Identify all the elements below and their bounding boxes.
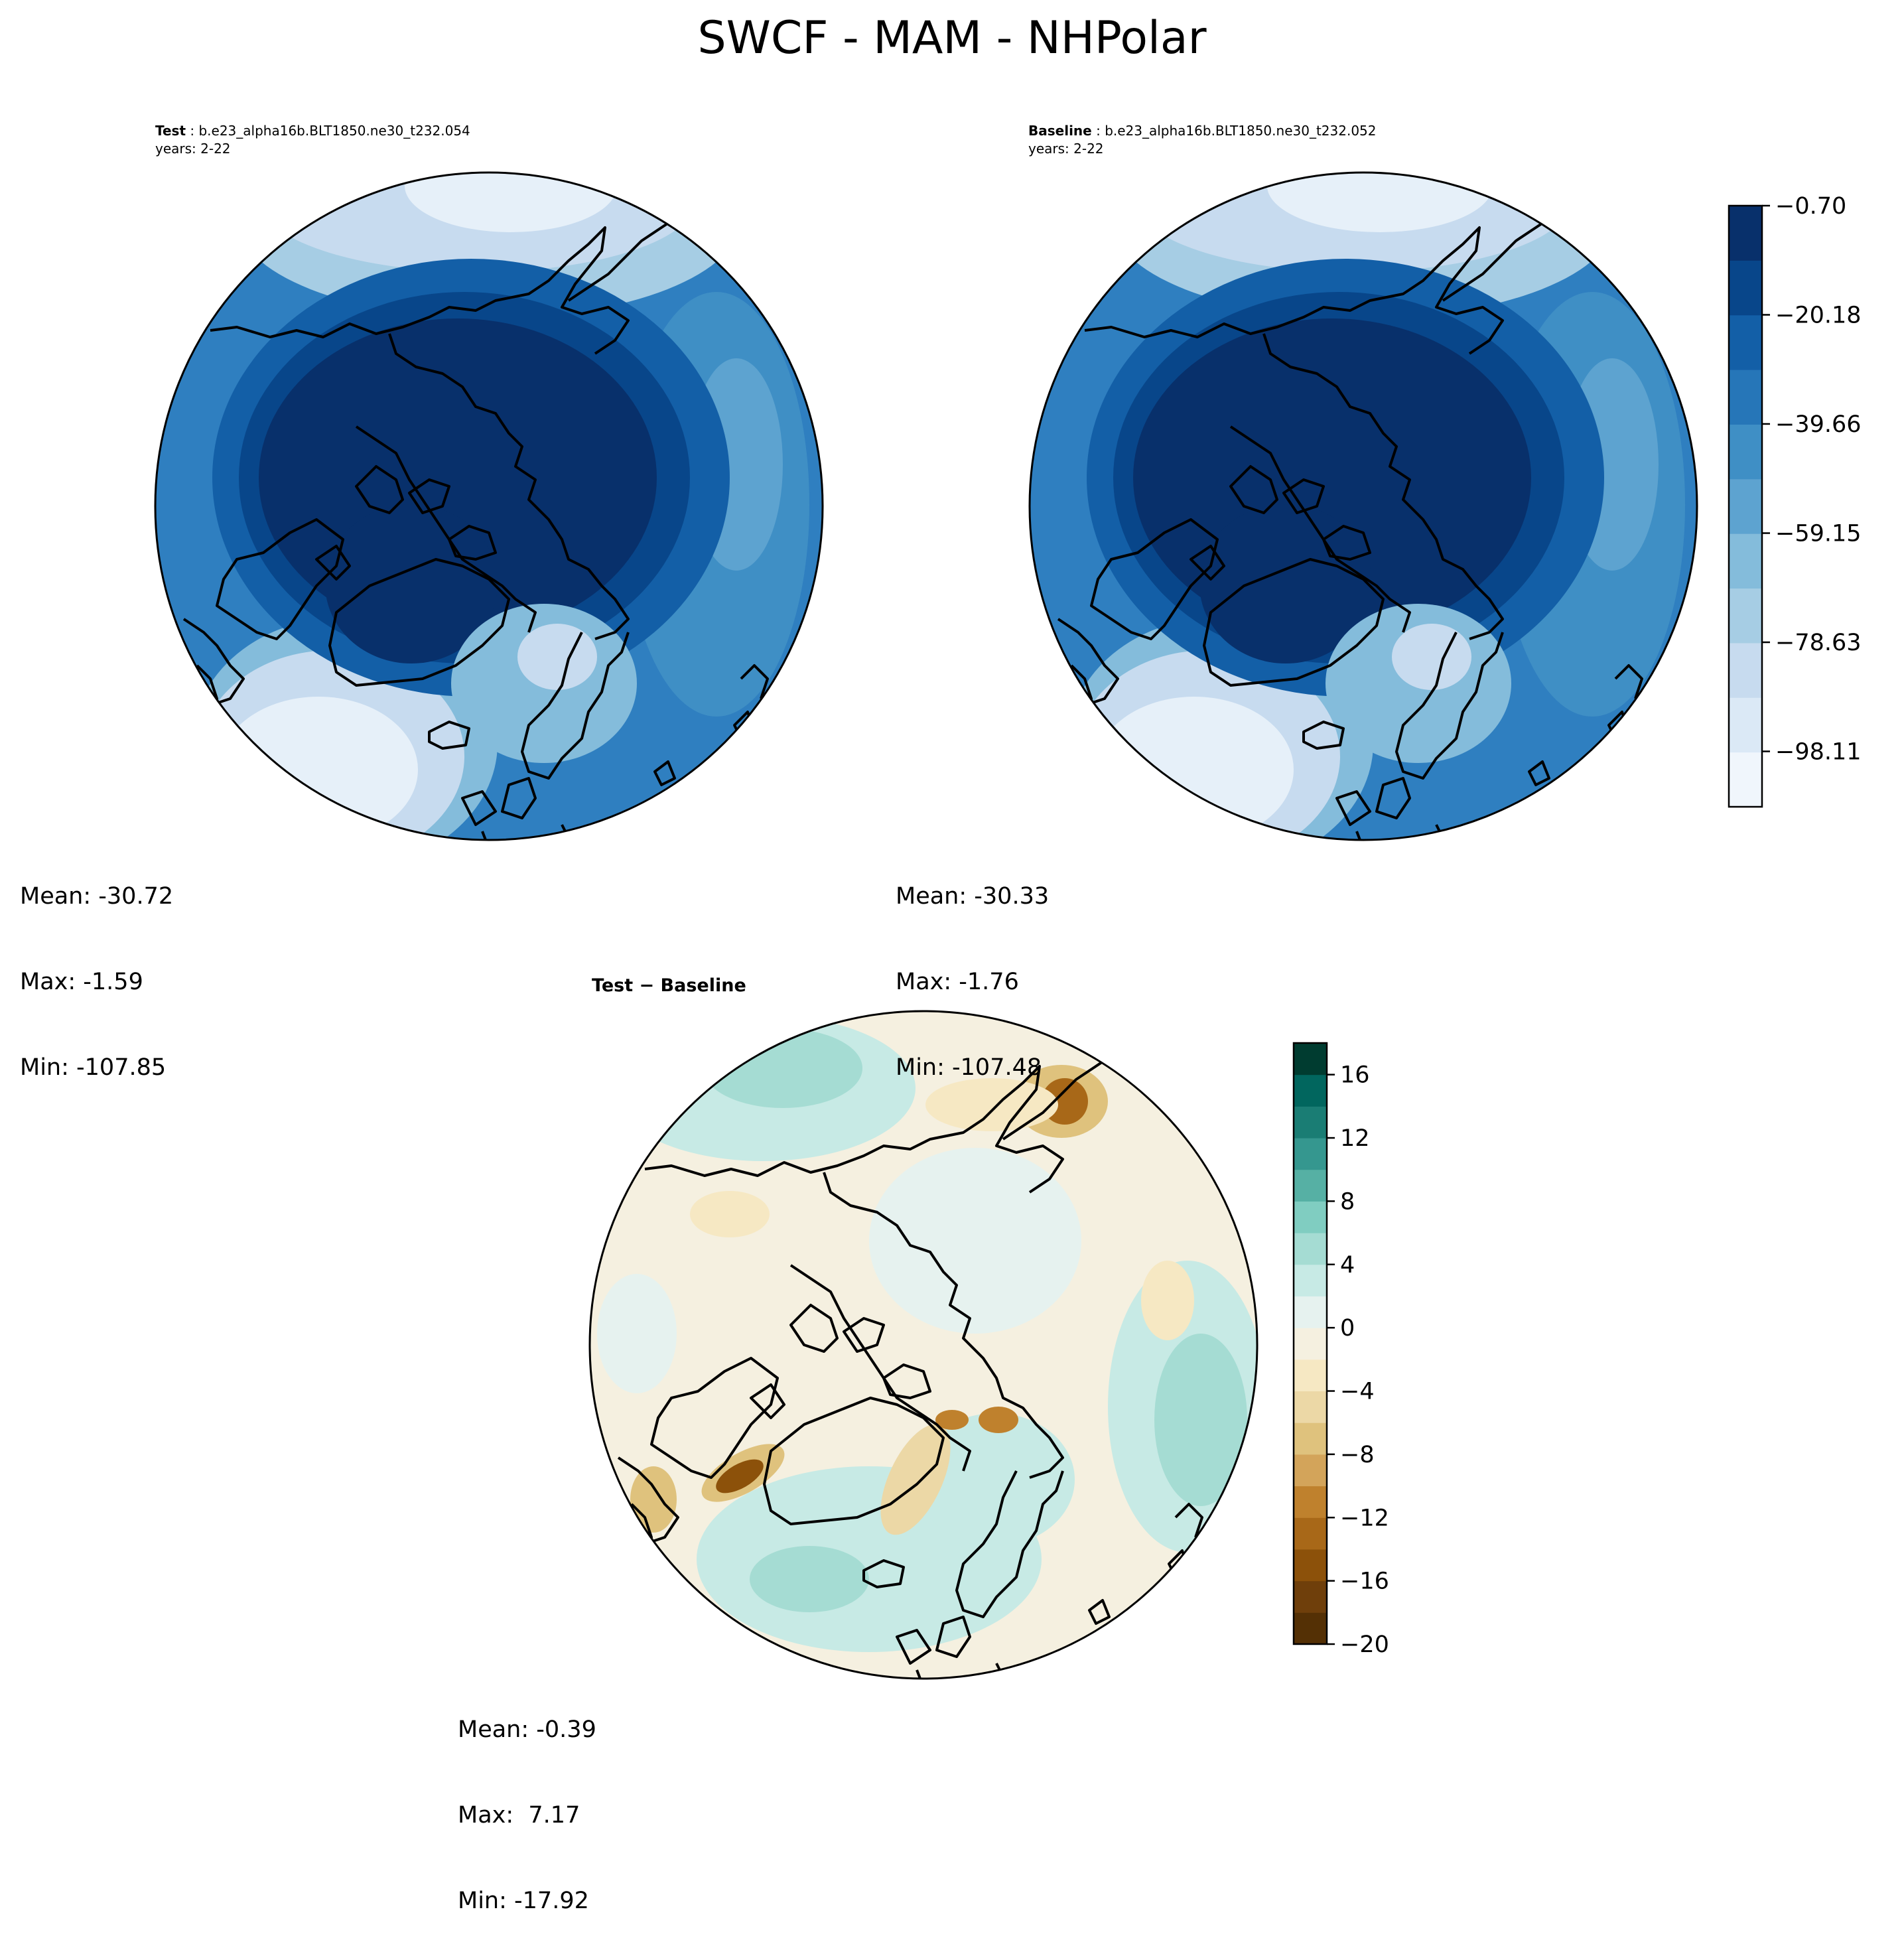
baseline-stats: Mean: -30.33 Max: -1.76 Min: -107.48	[896, 825, 1049, 1111]
figure-title: SWCF - MAM - NHPolar	[697, 12, 1207, 64]
baseline-label: Baseline	[1028, 123, 1092, 139]
diff-min: Min: -17.92	[458, 1888, 589, 1914]
colorbar-diff-swatch	[1294, 1580, 1327, 1613]
colorbar-main-swatch	[1729, 478, 1762, 534]
test-map	[154, 171, 824, 841]
baseline-min: Min: -107.48	[896, 1054, 1042, 1081]
colorbar-main-swatch	[1729, 752, 1762, 807]
test-years: years: 2-22	[155, 141, 231, 157]
colorbar-diff-tick-label: −16	[1340, 1568, 1389, 1595]
test-mean: Mean: -30.72	[20, 883, 174, 910]
colorbar-diff-swatch	[1294, 1454, 1327, 1487]
test-min: Min: -107.85	[20, 1054, 167, 1081]
colorbar-diff-swatch	[1294, 1169, 1327, 1202]
baseline-years: years: 2-22	[1028, 141, 1104, 157]
baseline-case-name: b.e23_alpha16b.BLT1850.ne30_t232.052	[1105, 123, 1377, 139]
colorbar-diff-tick-label: 0	[1340, 1315, 1355, 1342]
colorbar-diff-swatch	[1294, 1074, 1327, 1107]
baseline-map	[1028, 171, 1698, 841]
colorbar-main-swatch	[1729, 642, 1762, 698]
figure-canvas: −0.70 −20.18 −39.66 −59.15 −78.63 −98.11 16 12…	[154, 171, 1862, 1680]
test-max: Max: -1.59	[20, 969, 143, 995]
test-label: Test	[155, 123, 186, 139]
diff-mean: Mean: -0.39	[458, 1716, 596, 1743]
colorbar-diff-tick-label: −12	[1340, 1505, 1389, 1531]
colorbar-diff: 16 12 8 4 0 −4 −8 −12 −16 −20	[1292, 1042, 1389, 1658]
colorbar-main-swatch	[1729, 260, 1762, 316]
diff-stats: Mean: -0.39 Max: 7.17 Min: -17.92	[458, 1659, 596, 1944]
colorbar-diff-tick-label: −4	[1340, 1379, 1375, 1405]
colorbar-main-swatch	[1729, 314, 1762, 370]
colorbar-diff-tick-label: −20	[1340, 1632, 1389, 1658]
colorbar-main-swatch	[1729, 424, 1762, 480]
colorbar-diff-tick-label: 16	[1340, 1062, 1370, 1089]
colorbar-main-swatch	[1729, 206, 1762, 261]
colorbar-main-tick-label: −20.18	[1775, 302, 1862, 328]
colorbar-diff-tick-label: 4	[1340, 1252, 1355, 1279]
diff-map	[588, 1010, 1258, 1680]
baseline-mean: Mean: -30.33	[896, 883, 1050, 910]
colorbar-diff-swatch	[1294, 1328, 1327, 1360]
colorbar-diff-swatch	[1294, 1423, 1327, 1455]
colorbar-main-tick-label: −78.63	[1775, 630, 1862, 656]
colorbar-diff-swatch	[1294, 1612, 1327, 1645]
colorbar-diff-tick-label: 8	[1340, 1188, 1355, 1215]
colorbar-main-tick-label: −98.11	[1775, 738, 1862, 765]
diff-panel-title: Test − Baseline	[592, 975, 746, 996]
colorbar-main-swatch	[1729, 533, 1762, 589]
colorbar-diff-swatch	[1294, 1391, 1327, 1423]
diff-max: Max: 7.17	[458, 1802, 580, 1829]
colorbar-main-swatch	[1729, 588, 1762, 644]
colorbar-diff-swatch	[1294, 1296, 1327, 1328]
colorbar-diff-swatch	[1294, 1549, 1327, 1582]
colorbar-main-tick-label: −39.66	[1775, 411, 1862, 438]
baseline-panel-header: Baseline : b.e23_alpha16b.BLT1850.ne30_t…	[1028, 123, 1377, 157]
test-panel-header: Test : b.e23_alpha16b.BLT1850.ne30_t232.…	[155, 123, 470, 157]
colorbar-main-swatch	[1729, 370, 1762, 425]
test-stats: Mean: -30.72 Max: -1.59 Min: -107.85	[20, 825, 173, 1111]
colorbar-diff-swatch	[1294, 1359, 1327, 1392]
colorbar-diff-swatch	[1294, 1264, 1327, 1296]
colorbar-diff-swatch	[1294, 1201, 1327, 1233]
colorbar-diff-tick-label: 12	[1340, 1125, 1370, 1152]
colorbar-diff-border	[1292, 1042, 1328, 1645]
colorbar-main: −0.70 −20.18 −39.66 −59.15 −78.63 −98.11	[1728, 193, 1862, 808]
baseline-max: Max: -1.76	[896, 969, 1019, 995]
colorbar-diff-swatch	[1294, 1043, 1327, 1076]
colorbar-main-tick-label: −0.70	[1775, 193, 1846, 220]
colorbar-diff-tick-label: −8	[1340, 1442, 1375, 1468]
colorbar-main-tick-label: −59.15	[1775, 521, 1862, 547]
colorbar-main-border	[1728, 204, 1763, 808]
colorbar-diff-swatch	[1294, 1486, 1327, 1518]
colorbar-diff-swatch	[1294, 1106, 1327, 1139]
test-case-name: b.e23_alpha16b.BLT1850.ne30_t232.054	[198, 123, 470, 139]
colorbar-diff-swatch	[1294, 1138, 1327, 1170]
colorbar-diff-swatch	[1294, 1233, 1327, 1265]
colorbar-main-swatch	[1729, 697, 1762, 753]
colorbar-diff-swatch	[1294, 1517, 1327, 1550]
